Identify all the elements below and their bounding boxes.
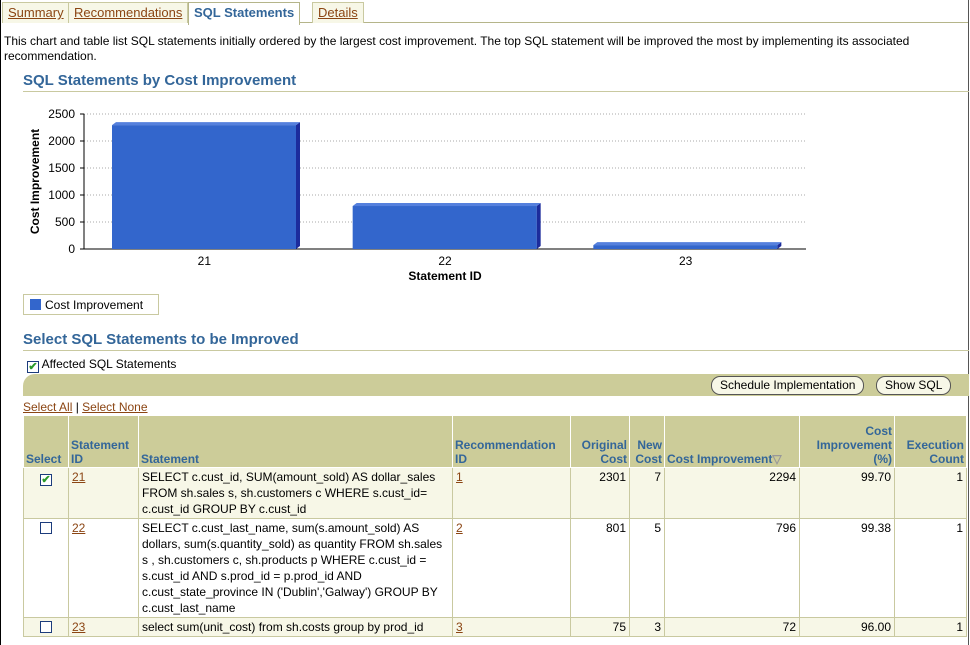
row-select-cell <box>23 617 69 637</box>
new-cost: 3 <box>629 617 665 637</box>
col-cost-improvement-label: Cost Improvement <box>667 452 773 466</box>
tab-summary-link[interactable]: Summary <box>8 5 64 20</box>
show-sql-button[interactable]: Show SQL <box>876 376 952 395</box>
statement-text: select sum(unit_cost) from sh.costs grou… <box>138 617 453 637</box>
checkbox-checked[interactable]: ✔ <box>40 474 52 486</box>
checkbox-unchecked[interactable] <box>40 522 52 534</box>
y-tick-label: 2500 <box>48 107 75 121</box>
row-select-cell: ✔ <box>23 467 69 519</box>
selection-links: Select All | Select None <box>23 400 148 414</box>
cost-improvement: 796 <box>664 518 800 618</box>
checkbox-checked[interactable]: ✔ <box>27 361 39 373</box>
sql-statements-table: Select Statement ID Statement Recommenda… <box>23 415 967 637</box>
checkbox-unchecked[interactable] <box>40 621 52 633</box>
original-cost: 2301 <box>570 467 630 519</box>
bar-side <box>536 203 541 249</box>
schedule-implementation-button[interactable]: Schedule Implementation <box>711 376 865 395</box>
recommendation-id-link[interactable]: 3 <box>456 620 463 634</box>
col-execution-count[interactable]: Execution Count <box>894 415 967 468</box>
recommendation-id-link[interactable]: 1 <box>456 470 463 484</box>
select-none-link[interactable]: Select None <box>82 400 148 414</box>
statement-id-link[interactable]: 23 <box>72 620 86 634</box>
row-select-cell <box>23 518 69 618</box>
affected-sql-label: Affected SQL Statements <box>41 357 177 371</box>
statement-id-cell: 23 <box>68 617 139 637</box>
y-tick-label: 1500 <box>48 161 75 175</box>
action-bar: Schedule Implementation Show SQL <box>23 374 969 396</box>
tab-recommendations-link[interactable]: Recommendations <box>74 5 183 20</box>
col-original-cost[interactable]: Original Cost <box>570 415 630 468</box>
bar-23 <box>593 245 778 249</box>
col-recommendation-id[interactable]: Recommendation ID <box>452 415 571 468</box>
cost-improvement-pct: 99.70 <box>799 467 895 519</box>
cost-improvement-pct: 96.00 <box>799 617 895 637</box>
bar-side <box>777 242 782 249</box>
y-tick-label: 2000 <box>48 134 75 148</box>
intro-text: This chart and table list SQL statements… <box>4 34 910 63</box>
original-cost: 75 <box>570 617 630 637</box>
tab-sql-statements[interactable]: SQL Statements <box>188 2 301 25</box>
cost-improvement: 2294 <box>664 467 800 519</box>
select-all-link[interactable]: Select All <box>23 400 73 414</box>
statement-text: SELECT c.cust_id, SUM(amount_sold) AS do… <box>138 467 453 519</box>
table-section-title: Select SQL Statements to be Improved <box>23 331 969 351</box>
new-cost: 5 <box>629 518 665 618</box>
cost-improvement: 72 <box>664 617 800 637</box>
tab-summary[interactable]: Summary <box>2 2 70 23</box>
table-row: 23 select sum(unit_cost) from sh.costs g… <box>23 617 967 637</box>
tab-sql-statements-label: SQL Statements <box>194 5 295 20</box>
bar-top <box>112 122 300 126</box>
statement-text: SELECT c.cust_last_name, sum(s.amount_so… <box>138 518 453 618</box>
y-axis-title: Cost Improvement <box>28 129 42 234</box>
original-cost: 801 <box>570 518 630 618</box>
col-cost-improvement-pct[interactable]: Cost Improvement (%) <box>799 415 895 468</box>
col-new-cost[interactable]: New Cost <box>629 415 665 468</box>
y-tick-label: 500 <box>55 215 75 229</box>
statement-id-cell: 21 <box>68 467 139 519</box>
recommendation-id-cell: 2 <box>452 518 571 618</box>
tab-recommendations[interactable]: Recommendations <box>68 2 189 23</box>
cost-improvement-chart: 0 500 1000 1500 2000 2500 21 22 23 Statement ID Co… <box>28 107 806 283</box>
execution-count: 1 <box>894 518 967 618</box>
recommendation-id-link[interactable]: 2 <box>456 521 463 535</box>
x-axis-title: Statement ID <box>408 269 482 283</box>
bar-side <box>296 122 300 249</box>
statement-id-cell: 22 <box>68 518 139 618</box>
col-cost-improvement[interactable]: Cost Improvement▽ <box>664 415 800 468</box>
y-tick-label: 1000 <box>48 188 75 202</box>
tab-details-link[interactable]: Details <box>318 5 358 20</box>
table-row: 22 SELECT c.cust_last_name, sum(s.amount… <box>23 518 967 618</box>
col-statement-id[interactable]: Statement ID <box>68 415 139 468</box>
tab-bar: Summary Recommendations SQL Statements D… <box>2 2 968 25</box>
affected-sql-checkbox[interactable]: ✔ Affected SQL Statements <box>27 357 176 373</box>
bar-top <box>352 203 541 207</box>
y-tick-label: 0 <box>68 242 75 256</box>
bar-top <box>593 242 782 246</box>
bar-21 <box>112 125 296 249</box>
x-tick-label: 22 <box>438 254 452 268</box>
cost-improvement-pct: 99.38 <box>799 518 895 618</box>
execution-count: 1 <box>894 467 967 519</box>
tab-details[interactable]: Details <box>312 2 364 23</box>
chart-section-title: SQL Statements by Cost Improvement <box>23 72 969 92</box>
execution-count: 1 <box>894 617 967 637</box>
x-tick-label: 21 <box>198 254 212 268</box>
table-row: ✔ 21 SELECT c.cust_id, SUM(amount_sold) … <box>23 467 967 519</box>
x-tick-label: 23 <box>679 254 693 268</box>
col-select: Select <box>23 415 69 468</box>
legend-swatch <box>30 299 41 310</box>
chart-legend: Cost Improvement <box>23 294 159 315</box>
statement-id-link[interactable]: 21 <box>72 470 86 484</box>
recommendation-id-cell: 1 <box>452 467 571 519</box>
statement-id-link[interactable]: 22 <box>72 521 86 535</box>
new-cost: 7 <box>629 467 665 519</box>
col-statement[interactable]: Statement <box>138 415 453 468</box>
bar-22 <box>352 206 537 249</box>
recommendation-id-cell: 3 <box>452 617 571 637</box>
sort-descending-icon: ▽ <box>772 452 782 466</box>
legend-label: Cost Improvement <box>45 298 144 312</box>
